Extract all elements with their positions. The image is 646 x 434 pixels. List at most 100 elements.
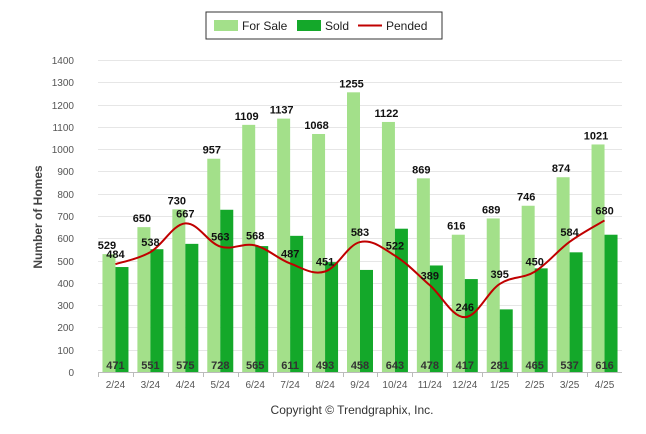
bar-sold[interactable] [499, 309, 513, 372]
legend-label-for-sale[interactable]: For Sale [242, 19, 288, 33]
data-label-for-sale: 730 [168, 195, 186, 207]
data-label-for-sale: 650 [133, 213, 151, 225]
bar-sold[interactable] [394, 228, 408, 372]
data-label-pended: 583 [351, 227, 369, 239]
x-tick-label: 7/24 [280, 380, 300, 391]
data-label-pended: 451 [316, 256, 334, 268]
bar-for-sale[interactable] [102, 254, 116, 372]
data-label-pended: 389 [421, 270, 439, 282]
y-tick-label: 800 [57, 190, 74, 201]
data-label-sold: 493 [316, 360, 334, 372]
bar-sold[interactable] [185, 243, 199, 372]
legend-box [205, 11, 443, 40]
bar-for-sale[interactable] [277, 118, 291, 373]
data-label-for-sale: 1137 [270, 105, 294, 117]
data-label-for-sale: 957 [203, 145, 221, 157]
line-layer [115, 219, 606, 319]
bar-sold[interactable] [150, 249, 164, 372]
data-label-sold: 458 [351, 360, 369, 372]
data-label-pended: 450 [525, 257, 543, 269]
data-label-for-sale: 874 [552, 163, 571, 175]
bar-sold[interactable] [429, 265, 443, 372]
axis-layer: 0 100 200 300 400 500 600 700 800 900 1000 1100 1200… [52, 56, 622, 391]
bar-layer [102, 92, 618, 373]
bar-sold[interactable] [220, 209, 234, 372]
x-tick-label: 4/24 [176, 380, 196, 391]
x-tick-label: 3/25 [560, 380, 580, 391]
data-label-sold: 465 [525, 360, 543, 372]
legend-swatch-sold[interactable] [297, 20, 321, 31]
data-label-pended: 484 [106, 249, 125, 261]
data-label-for-sale: 746 [517, 192, 535, 204]
data-label-for-sale: 1109 [235, 111, 259, 123]
legend-swatch-for-sale[interactable] [214, 20, 238, 31]
legend-label-sold[interactable]: Sold [325, 19, 349, 33]
data-label-for-sale: 689 [482, 204, 500, 216]
y-tick-label: 1200 [52, 101, 75, 112]
bar-sold[interactable] [290, 235, 304, 372]
data-label-for-sale: 529 [98, 240, 116, 252]
bar-for-sale[interactable] [556, 177, 570, 372]
data-label-sold: 417 [456, 360, 474, 372]
bar-sold[interactable] [115, 267, 129, 372]
bar-for-sale[interactable] [137, 227, 151, 372]
x-tick-label: 8/24 [315, 380, 335, 391]
bar-sold[interactable] [464, 279, 478, 372]
y-tick-label: 200 [57, 323, 74, 334]
data-label-pended: 395 [491, 269, 509, 281]
data-label-pended: 680 [595, 205, 613, 217]
bar-sold[interactable] [569, 252, 583, 372]
x-tick-label: 2/24 [106, 380, 126, 391]
data-label-pended: 563 [211, 232, 229, 244]
data-label-sold: 565 [246, 360, 264, 372]
data-label-pended: 246 [456, 302, 474, 314]
legend-label-pended[interactable]: Pended [386, 19, 427, 33]
y-axis-label: Number of Homes [31, 165, 45, 269]
bar-for-sale[interactable] [591, 144, 605, 372]
data-label-pended: 487 [281, 248, 299, 260]
bar-for-sale[interactable] [207, 158, 221, 372]
y-tick-label: 100 [57, 346, 74, 357]
x-tick-label: 3/24 [141, 380, 161, 391]
data-label-sold: 575 [176, 360, 194, 372]
x-tick-label: 1/25 [490, 380, 510, 391]
y-tick-label: 1100 [52, 123, 74, 134]
bar-for-sale[interactable] [242, 124, 256, 372]
y-tick-label: 1300 [52, 78, 75, 89]
x-tick-label: 2/25 [525, 380, 545, 391]
y-tick-label: 1400 [52, 56, 75, 67]
bar-sold[interactable] [255, 246, 269, 372]
data-label-pended: 584 [560, 227, 579, 239]
data-label-for-sale: 1068 [304, 120, 328, 132]
bar-sold[interactable] [534, 268, 548, 372]
x-tick-label: 5/24 [211, 380, 231, 391]
bar-for-sale[interactable] [381, 121, 395, 372]
data-label-for-sale: 1122 [374, 108, 398, 120]
bar-for-sale[interactable] [172, 209, 186, 372]
x-tick-label: 9/24 [350, 380, 370, 391]
data-label-sold: 643 [386, 360, 404, 372]
bar-sold[interactable] [360, 269, 373, 372]
bar-for-sale[interactable] [451, 234, 465, 372]
bar-for-sale[interactable] [347, 92, 360, 373]
pended-line[interactable] [115, 219, 606, 319]
y-tick-label: 300 [57, 301, 74, 312]
y-tick-label: 500 [57, 257, 74, 268]
label-layer: 529 471 650 551 730 575 957 728 1109 565 1137 611 10… [98, 78, 614, 372]
bar-for-sale[interactable] [521, 205, 535, 372]
x-tick-label: 12/24 [452, 380, 477, 391]
data-label-for-sale: 1021 [584, 130, 608, 142]
bar-for-sale[interactable] [312, 133, 326, 372]
data-label-sold: 537 [560, 360, 578, 372]
bar-for-sale[interactable] [416, 178, 430, 372]
data-label-sold: 281 [491, 360, 509, 372]
bar-sold[interactable] [325, 262, 339, 372]
data-label-pended: 667 [176, 208, 194, 220]
bar-for-sale[interactable] [486, 218, 500, 372]
y-tick-label: 900 [57, 167, 74, 178]
data-label-for-sale: 616 [447, 221, 465, 233]
data-label-pended: 538 [141, 237, 159, 249]
bar-sold[interactable] [604, 234, 618, 372]
x-tick-label: 4/25 [595, 380, 615, 391]
